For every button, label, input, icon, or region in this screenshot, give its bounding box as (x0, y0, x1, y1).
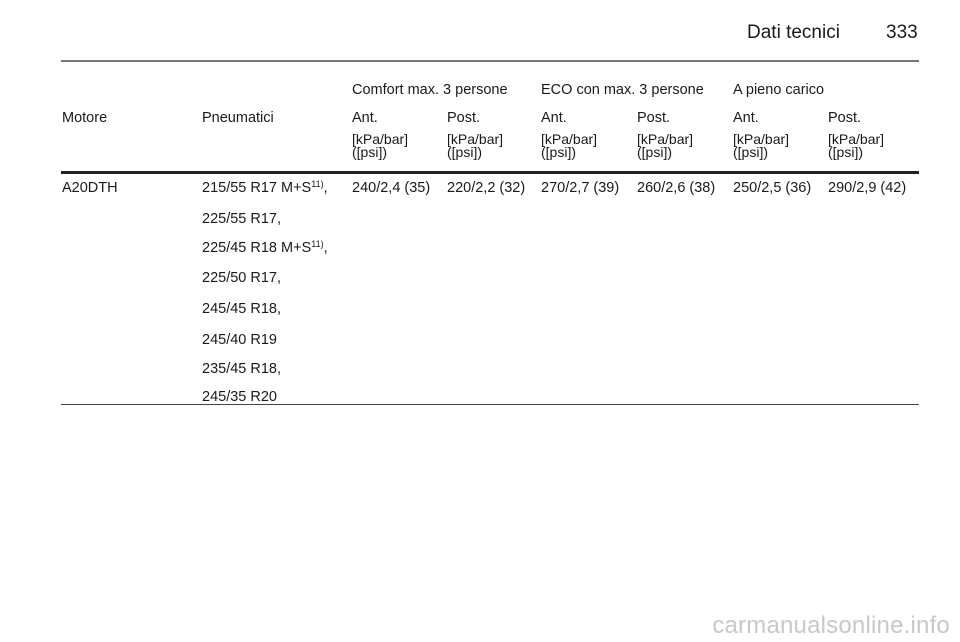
column-header-pneumatici: Pneumatici (202, 110, 274, 126)
sub-header: Post. (447, 110, 481, 126)
column-header-motore: Motore (62, 110, 108, 126)
tyre-suffix: , (323, 240, 328, 256)
tyre-size: 245/40 R19 (202, 333, 277, 348)
pressure-value: 220/2,2 (32) (447, 180, 526, 196)
sub-header: Ant. (733, 110, 759, 126)
unit-label: [kPa/bar] ([psi]) (447, 131, 504, 160)
group-header-comfort: Comfort max. 3 persone (352, 82, 508, 98)
unit-line-1: [kPa/bar] (541, 131, 598, 147)
engine-code: A20DTH (62, 180, 118, 196)
tyre-size: 215/55 R17 M+S11), (202, 179, 328, 196)
page-number: 333 (886, 22, 918, 43)
tyre-size: 225/50 R17, (202, 271, 281, 286)
footnote-ref: 11) (311, 239, 324, 249)
unit-label: [kPa/bar] ([psi]) (733, 131, 790, 160)
unit-line-1: [kPa/bar] (447, 131, 504, 147)
tyre-size-text: 225/50 R17, (202, 270, 282, 286)
pressure-value: 250/2,5 (36) (733, 180, 812, 196)
sub-header: Ant. (352, 110, 378, 126)
unit-line-1: [kPa/bar] (352, 131, 409, 147)
unit-line-1: [kPa/bar] (637, 131, 694, 147)
unit-line-2: ([psi]) (637, 144, 672, 160)
pressure-value: 240/2,4 (35) (352, 180, 431, 196)
tyre-size-text: 245/35 R20 (202, 389, 277, 405)
tyre-size-text: 235/45 R18, (202, 361, 282, 377)
unit-label: [kPa/bar] ([psi]) (352, 131, 409, 160)
table-bottom-rule (61, 404, 919, 405)
unit-label: [kPa/bar] ([psi]) (637, 131, 694, 160)
pressure-value: 270/2,7 (39) (541, 180, 620, 196)
group-header-eco: ECO con max. 3 persone (541, 82, 704, 98)
section-title: Dati tecnici (747, 22, 840, 43)
tyre-size: 225/55 R17, (202, 212, 281, 227)
watermark: carmanualsonline.info (712, 612, 950, 639)
tyre-size: 225/45 R18 M+S11), (202, 239, 328, 256)
tyre-size-text: 245/40 R19 (202, 332, 277, 348)
group-header-full-load: A pieno carico (733, 82, 825, 98)
unit-line-2: ([psi]) (352, 144, 387, 160)
pressure-value: 290/2,9 (42) (828, 180, 907, 196)
tyre-size-text: 225/55 R17, (202, 211, 282, 227)
sub-header: Post. (828, 110, 862, 126)
unit-line-1: [kPa/bar] (828, 131, 885, 147)
tyre-size-text: 215/55 R17 M+S (202, 180, 312, 196)
tyre-size-text: 245/45 R18, (202, 301, 282, 317)
tyre-size: 245/45 R18, (202, 302, 281, 317)
unit-line-2: ([psi]) (541, 144, 576, 160)
tyre-size-text: 225/45 R18 M+S (202, 240, 312, 256)
sub-header: Post. (637, 110, 671, 126)
tyre-suffix: , (323, 180, 328, 196)
header-rule (61, 171, 919, 174)
unit-label: [kPa/bar] ([psi]) (828, 131, 885, 160)
table-top-rule (61, 60, 919, 62)
footnote-ref: 11) (311, 179, 324, 189)
tyre-size: 235/45 R18, (202, 362, 281, 377)
sub-header: Ant. (541, 110, 567, 126)
unit-line-2: ([psi]) (828, 144, 863, 160)
unit-line-2: ([psi]) (733, 144, 768, 160)
unit-label: [kPa/bar] ([psi]) (541, 131, 598, 160)
tyre-size: 245/35 R20 (202, 390, 277, 405)
unit-line-2: ([psi]) (447, 144, 482, 160)
pressure-value: 260/2,6 (38) (637, 180, 716, 196)
unit-line-1: [kPa/bar] (733, 131, 790, 147)
